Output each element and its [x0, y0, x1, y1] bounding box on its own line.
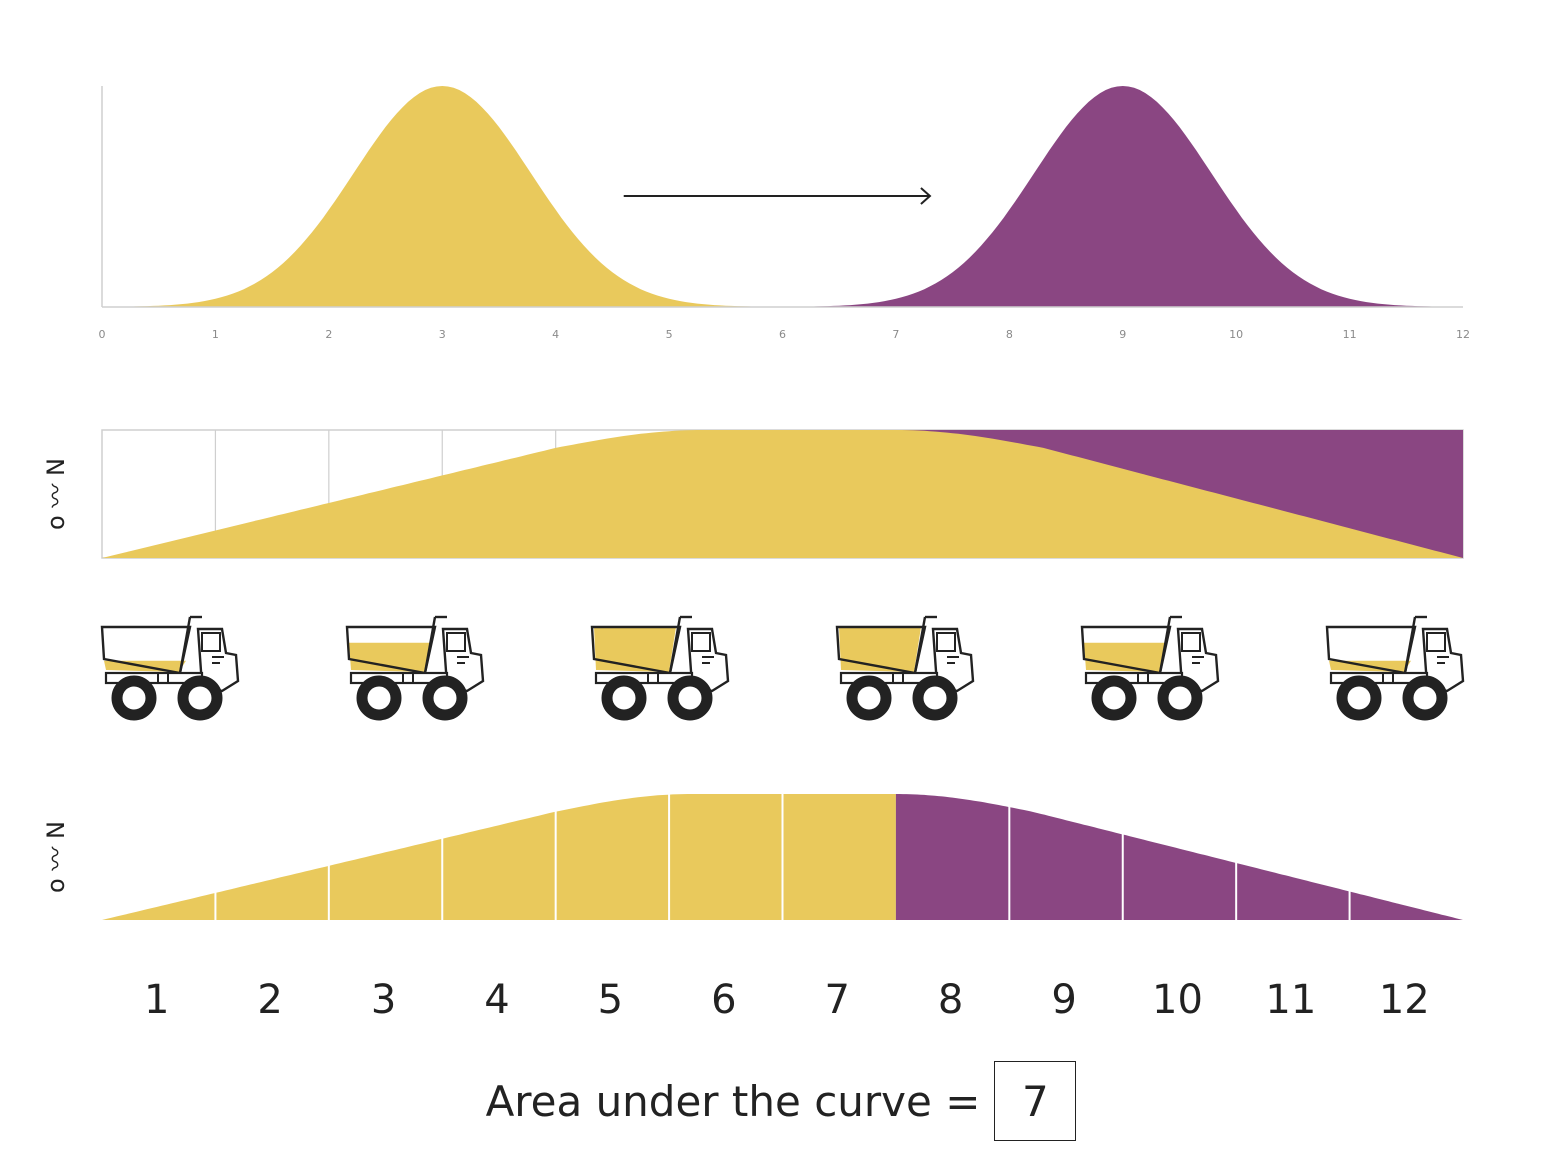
truck-wheel	[111, 675, 157, 721]
truck-wheel	[356, 675, 402, 721]
bin-label: 7	[824, 977, 849, 1023]
truck-window	[1181, 632, 1201, 652]
bin-dividers	[214, 794, 1351, 920]
bin-label: 12	[1379, 977, 1430, 1023]
dump-truck-icon	[1080, 615, 1220, 721]
truck-load	[349, 642, 431, 672]
bin-label: 2	[257, 977, 282, 1023]
shift-arrow	[623, 187, 932, 205]
axis-side-label: o 〰 N	[42, 821, 70, 893]
bin-label: 4	[484, 977, 509, 1023]
truck-post	[1403, 616, 1417, 674]
answer-box: 7	[994, 1061, 1077, 1141]
dump-truck-icon	[345, 615, 485, 721]
dump-truck-row	[100, 615, 1465, 721]
x-tick-label: 0	[99, 328, 106, 341]
x-tick-label: 7	[892, 328, 899, 341]
caption-text: Area under the curve =	[485, 1076, 981, 1126]
cumulative-stack-chart: o 〰 N	[42, 429, 1464, 559]
dump-truck-icon	[835, 615, 975, 721]
yellow-bin-area	[102, 794, 896, 920]
truck-wheel	[1157, 675, 1203, 721]
axis-side-label: o 〰 N	[42, 458, 70, 530]
bin-labels: 1 2 3 4 5 6 7 8 9 10 11 12	[144, 977, 1430, 1023]
bin-label: 9	[1051, 977, 1076, 1023]
yellow-area	[102, 430, 1463, 558]
bin-label: 10	[1152, 977, 1203, 1023]
truck-window	[1426, 632, 1446, 652]
dump-truck-icon	[100, 615, 240, 721]
binned-area-chart: o 〰 N 1 2 3 4 5 6 7 8 9 10 11 12	[42, 794, 1463, 1023]
truck-wheel	[1091, 675, 1137, 721]
bin-fills	[102, 794, 1463, 920]
bin-label: 1	[144, 977, 169, 1023]
truck-wheel	[912, 675, 958, 721]
truck-post	[1158, 616, 1172, 674]
distribution-shift-chart: 0 1 2 3 4 5 6 7 8 9 10 11 12	[99, 86, 1471, 341]
x-axis-ticks: 0 1 2 3 4 5 6 7 8 9 10 11 12	[99, 328, 1471, 341]
x-tick-label: 1	[212, 328, 219, 341]
truck-post	[668, 616, 682, 674]
answer-value: 7	[1022, 1076, 1049, 1126]
x-tick-label: 3	[439, 328, 446, 341]
bin-label: 5	[598, 977, 623, 1023]
side-axis-label: o 〰 N	[42, 821, 70, 893]
truck-wheel	[667, 675, 713, 721]
truck-window	[201, 632, 221, 652]
dump-truck-icon	[590, 615, 730, 721]
x-tick-label: 2	[325, 328, 332, 341]
side-axis-label: o 〰 N	[42, 458, 70, 530]
truck-load	[839, 627, 921, 672]
arrow-head-icon	[920, 187, 932, 205]
truck-post	[178, 616, 192, 674]
dump-truck-icon	[1325, 615, 1465, 721]
bin-label: 6	[711, 977, 736, 1023]
x-tick-label: 5	[666, 328, 673, 341]
truck-post	[913, 616, 927, 674]
purple-bin-area	[895, 794, 1463, 920]
x-tick-label: 8	[1006, 328, 1013, 341]
truck-wheel	[846, 675, 892, 721]
truck-window	[691, 632, 711, 652]
yellow-bell-curve	[102, 86, 783, 307]
truck-wheel	[177, 675, 223, 721]
x-tick-label: 11	[1343, 328, 1357, 341]
truck-wheel	[1336, 675, 1382, 721]
truck-window	[936, 632, 956, 652]
truck-post	[423, 616, 437, 674]
x-tick-label: 12	[1456, 328, 1470, 341]
purple-bell-curve	[782, 86, 1463, 307]
x-tick-label: 10	[1229, 328, 1243, 341]
truck-load	[594, 627, 676, 672]
truck-wheel	[601, 675, 647, 721]
bin-label: 8	[938, 977, 963, 1023]
bin-label: 11	[1265, 977, 1316, 1023]
x-tick-label: 6	[779, 328, 786, 341]
truck-wheel	[422, 675, 468, 721]
bin-label: 3	[371, 977, 396, 1023]
x-tick-label: 9	[1119, 328, 1126, 341]
area-caption: Area under the curve = 7	[0, 1058, 1562, 1144]
truck-window	[446, 632, 466, 652]
x-tick-label: 4	[552, 328, 559, 341]
truck-load	[1084, 642, 1166, 672]
truck-wheel	[1402, 675, 1448, 721]
